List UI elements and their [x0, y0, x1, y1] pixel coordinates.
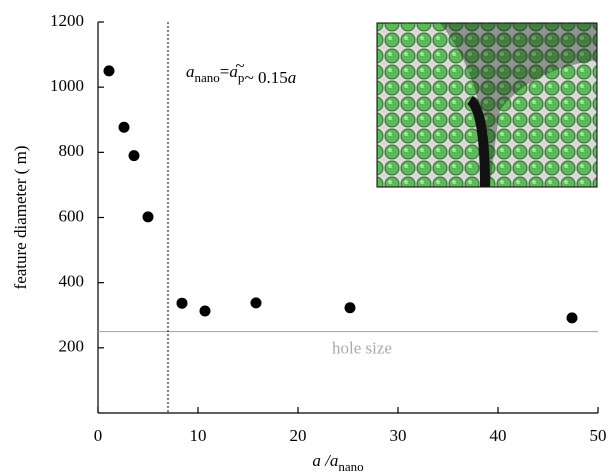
x-axis-label: a /anano: [312, 451, 363, 474]
x-label-main: a /a: [312, 451, 338, 470]
annotation-part: ~: [235, 56, 244, 75]
annotation-part: a: [186, 62, 195, 81]
data-point: [118, 121, 130, 133]
data-point: [566, 312, 578, 324]
y-tick-label: 800: [59, 141, 85, 160]
data-point: [142, 211, 154, 223]
y-tick-label: 1000: [50, 76, 84, 95]
inset-image: [376, 22, 598, 188]
data-point: [103, 65, 115, 77]
x-tick-label: 20: [290, 426, 307, 445]
data-point: [250, 297, 262, 309]
x-tick-label: 10: [190, 426, 207, 445]
data-point: [128, 150, 140, 162]
x-tick-label: 30: [390, 426, 407, 445]
data-point: [344, 302, 356, 314]
annotation-part: =: [220, 62, 230, 81]
x-label-sub: nano: [338, 459, 363, 474]
annotation-part: a: [288, 68, 297, 87]
y-tick-label: 200: [59, 337, 85, 356]
x-tick-label: 50: [590, 426, 607, 445]
y-tick-label: 1200: [50, 11, 84, 30]
y-axis-label: feature diameter ( m): [11, 146, 30, 290]
annotation-part: ~ 0.15: [245, 68, 288, 87]
data-point: [199, 305, 211, 317]
x-tick-label: 0: [94, 426, 103, 445]
hole-size-label: hole size: [332, 338, 392, 357]
y-tick-label: 600: [59, 206, 85, 225]
data-point: [176, 297, 188, 309]
annotation: anano=ap~~ 0.15a: [186, 56, 296, 87]
annotation-part: a: [229, 62, 238, 81]
annotation-part: p: [238, 70, 245, 85]
annotation-part: nano: [195, 70, 220, 85]
x-tick-label: 40: [490, 426, 507, 445]
y-tick-label: 400: [59, 272, 85, 291]
